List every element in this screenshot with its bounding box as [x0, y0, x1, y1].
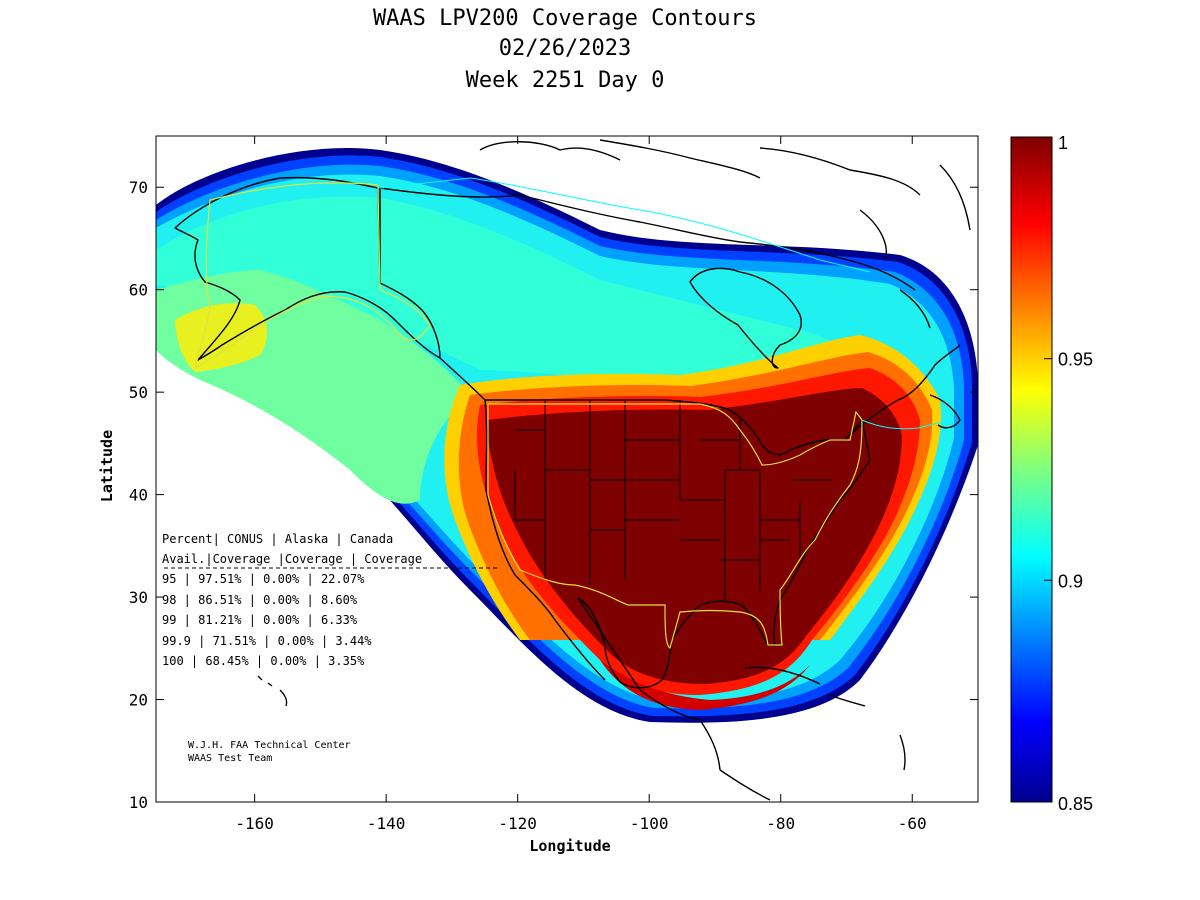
x-axis-label: Longitude — [529, 837, 610, 855]
y-tick-label: 10 — [129, 793, 148, 812]
y-tick-label: 30 — [129, 588, 148, 607]
mexico-outline — [577, 597, 721, 771]
y-tick-label: 40 — [129, 486, 148, 505]
arctic-islands — [479, 139, 971, 261]
hawaii — [257, 675, 288, 707]
service-volume-outlines — [194, 182, 863, 649]
chart-title: WAAS LPV200 Coverage Contours — [372, 6, 758, 31]
us-state-lines — [514, 400, 830, 600]
credit-line-2: WAAS Test Team — [188, 753, 272, 764]
stats-row: 98 | 86.51% | 0.00% | 8.60% — [162, 593, 358, 607]
y-tick-label: 70 — [129, 178, 148, 197]
colorbar-tick-label: 0.9 — [1058, 571, 1083, 591]
canada-arctic-coast — [379, 187, 916, 291]
conus-service-volume — [487, 403, 863, 649]
stats-row: 95 | 97.51% | 0.00% | 22.07% — [162, 572, 365, 586]
coverage-stats-table: Percent| CONUS | Alaska | Canada Avail.|… — [162, 532, 500, 668]
plot-area: Percent| CONUS | Alaska | Canada Avail.|… — [156, 136, 978, 802]
stats-row: 99 | 81.21% | 0.00% | 6.33% — [162, 613, 358, 627]
contour-1-00 — [487, 388, 902, 684]
cuba — [744, 666, 821, 685]
x-tick-label: -120 — [498, 814, 537, 833]
chart-date: 02/26/2023 — [498, 36, 632, 61]
x-tick-label: -160 — [235, 814, 274, 833]
stats-row: 100 | 68.45% | 0.00% | 3.35% — [162, 654, 365, 668]
stats-header-1: Percent| CONUS | Alaska | Canada — [162, 532, 393, 546]
pacific-coast — [439, 357, 606, 681]
contour-gulf-red — [600, 660, 810, 710]
caribbean-islands — [829, 694, 906, 771]
credit-line-1: W.J.H. FAA Technical Center — [188, 740, 351, 751]
y-tick-label: 20 — [129, 691, 148, 710]
alaska-service-volume — [194, 182, 431, 370]
gulf-coast — [577, 597, 701, 689]
y-tick-label: 50 — [129, 383, 148, 402]
x-tick-label: -100 — [630, 814, 669, 833]
x-tick-label: -80 — [766, 814, 795, 833]
x-axis-ticks: -160 -140 -120 -100 -80 -60 — [235, 136, 927, 833]
colorbar-tick-label: 1 — [1058, 133, 1068, 153]
central-america — [719, 769, 771, 801]
y-axis-ticks: 10 20 30 40 50 60 70 — [129, 178, 978, 812]
x-tick-label: -60 — [898, 814, 927, 833]
y-axis-label: Latitude — [98, 430, 116, 502]
contour-0-91-canada — [156, 196, 870, 380]
colorbar-gradient — [1010, 136, 1053, 803]
colorbar-tick-label: 0.95 — [1058, 350, 1093, 370]
colorbar-ticks: 1 0.95 0.9 0.85 — [1044, 133, 1093, 814]
stats-row: 99.9 | 71.51% | 0.00% | 3.44% — [162, 634, 372, 648]
chart-week-day: Week 2251 Day 0 — [465, 68, 665, 93]
newfoundland — [929, 394, 961, 429]
colorbar: 1 0.95 0.9 0.85 — [1010, 133, 1093, 814]
colorbar-tick-label: 0.85 — [1058, 794, 1093, 814]
eastern-canada — [844, 289, 961, 441]
plot-frame — [155, 135, 979, 803]
hudson-bay — [689, 267, 802, 369]
credit-text: W.J.H. FAA Technical Center WAAS Test Te… — [188, 740, 351, 764]
alaska-coastline — [174, 176, 441, 361]
stats-header-2: Avail.|Coverage |Coverage | Coverage — [162, 552, 422, 566]
x-tick-label: -140 — [367, 814, 406, 833]
canada-boundary-lines — [379, 177, 951, 430]
coverage-contours — [156, 148, 978, 723]
y-tick-label: 60 — [129, 281, 148, 300]
